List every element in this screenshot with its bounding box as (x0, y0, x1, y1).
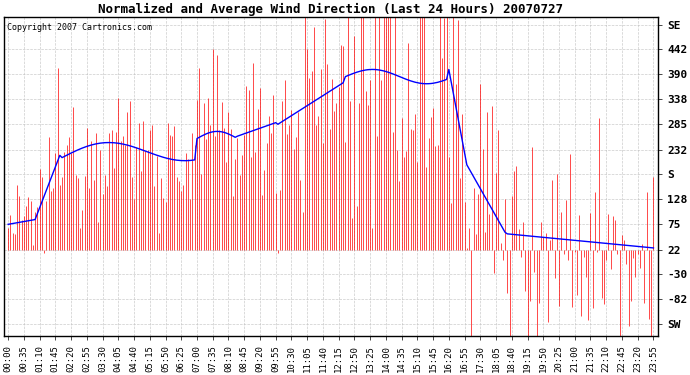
Text: Copyright 2007 Cartronics.com: Copyright 2007 Cartronics.com (7, 23, 152, 32)
Title: Normalized and Average Wind Direction (Last 24 Hours) 20070727: Normalized and Average Wind Direction (L… (98, 3, 563, 16)
